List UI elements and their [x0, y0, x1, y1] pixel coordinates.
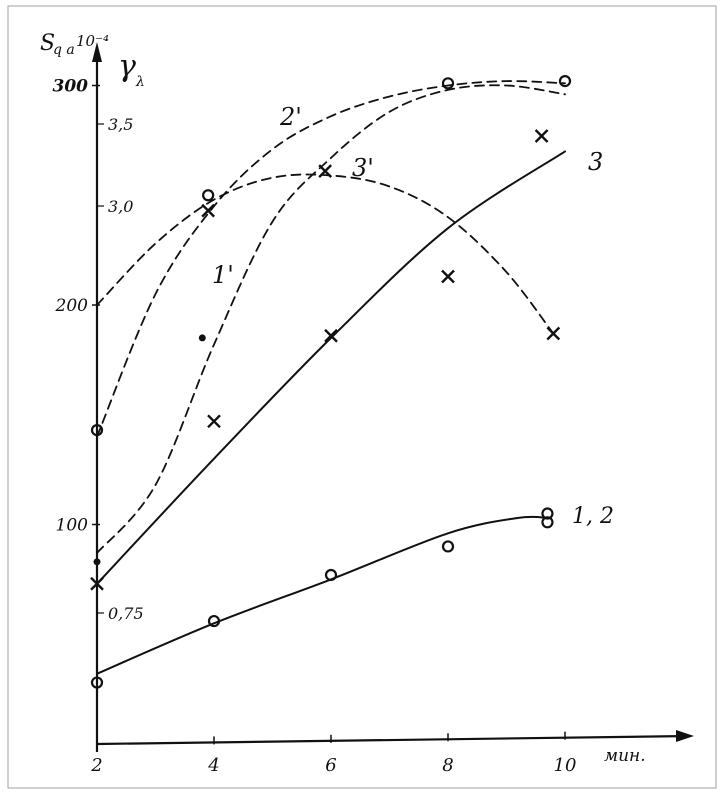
data-point-3	[324, 328, 338, 343]
series-line-2-prime	[96, 80, 566, 438]
data-point-2-prime	[202, 189, 215, 202]
data-point-3-prime	[318, 164, 332, 178]
series-line-3-prime	[96, 173, 555, 335]
axes	[92, 42, 694, 752]
left-axis-symbol: S	[40, 31, 55, 56]
right-axis-label: γ λ	[118, 49, 145, 90]
data-point-1-2	[441, 540, 455, 553]
data-point-1-prime	[198, 334, 206, 342]
data-point-3	[207, 414, 221, 429]
x-tick-label: 2	[90, 755, 102, 776]
curve-label: 3	[588, 148, 603, 176]
data-point-3	[90, 576, 104, 591]
data-point-1-2	[90, 676, 104, 689]
curve-labels: 1, 2 3 1' 2' 3'	[212, 103, 614, 529]
gamma-tick-label: 3,5	[108, 115, 133, 134]
left-axis-exponent: 10⁻⁴	[76, 32, 109, 50]
y-tick-label: 200	[55, 296, 89, 316]
left-axis-subscript: q a	[53, 42, 75, 58]
data-point-1-2	[207, 614, 221, 628]
data-point-2-prime	[90, 424, 104, 437]
curve-label: 1, 2	[572, 504, 614, 529]
y-axis-arrow	[92, 42, 102, 62]
right-axis-subscript: λ	[135, 74, 145, 90]
right-axis-symbol: γ	[118, 49, 136, 84]
data-point-3	[441, 269, 455, 284]
curves	[96, 80, 566, 675]
curve-label: 3'	[352, 154, 374, 182]
x-axis	[96, 734, 691, 746]
gamma-tick-label: 3,0	[108, 197, 133, 216]
data-point-1-2	[541, 507, 554, 520]
x-unit-label: мин.	[604, 746, 646, 766]
data-point-2-prime	[441, 77, 455, 90]
x-axis-arrow	[676, 730, 694, 742]
y-tick-label: 300	[53, 77, 89, 97]
left-axis-label: S q a 10⁻⁴	[40, 31, 109, 58]
curve-label: 1'	[212, 261, 234, 289]
ticks: 2 4 6 8 10 100 200 300 0,75 3,0 3,5	[53, 77, 577, 777]
gamma-tick-label: 0,75	[108, 604, 144, 623]
series-line-1-2	[96, 515, 549, 675]
series-line-3	[96, 150, 566, 585]
y-tick-label: 100	[56, 516, 89, 536]
data-point-3	[534, 129, 549, 143]
series-line-1-prime	[96, 84, 566, 554]
x-tick-label: 4	[207, 755, 219, 776]
x-tick-label: 8	[442, 755, 453, 776]
x-tick-label: 10	[554, 755, 577, 776]
data-point-1-2	[541, 516, 554, 529]
data-point-2-prime	[558, 75, 572, 88]
data-point-3-prime	[201, 203, 215, 218]
figure-frame	[7, 5, 717, 789]
data-point-1-2	[324, 568, 338, 582]
x-tick-label: 6	[325, 755, 336, 776]
data-point-3-prime	[546, 326, 561, 341]
curve-label: 2'	[279, 103, 302, 131]
data-point-1-prime	[93, 558, 101, 566]
markers	[90, 75, 572, 689]
